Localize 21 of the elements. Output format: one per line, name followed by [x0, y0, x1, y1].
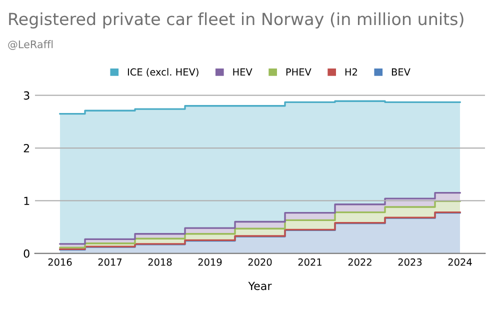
x-axis-title: Year: [248, 282, 272, 290]
legend-label: PHEV: [286, 68, 312, 76]
x-tick-label: 2022: [348, 258, 372, 266]
x-tick-label: 2016: [48, 258, 72, 266]
legend-label: HEV: [233, 68, 252, 76]
chart-subtitle: @LeRaffl: [8, 40, 53, 50]
legend-label: BEV: [392, 68, 410, 76]
legend-label: H2: [345, 68, 357, 76]
chart-title: Registered private car fleet in Norway (in million units): [9, 12, 464, 28]
x-tick-label: 2020: [248, 258, 272, 266]
x-tick-label: 2019: [198, 258, 222, 266]
x-tick-label: 2024: [448, 258, 472, 266]
y-tick-label: 2: [24, 144, 30, 152]
y-tick-label: 0: [24, 249, 30, 258]
x-tick-label: 2021: [298, 258, 322, 266]
x-tick-label: 2018: [148, 258, 172, 266]
x-tick-label: 2017: [98, 258, 122, 266]
y-tick-label: 3: [24, 91, 30, 100]
x-tick-label: 2023: [398, 258, 422, 266]
y-tick-label: 1: [24, 196, 30, 205]
legend-label: ICE (excl. HEV): [128, 68, 198, 77]
